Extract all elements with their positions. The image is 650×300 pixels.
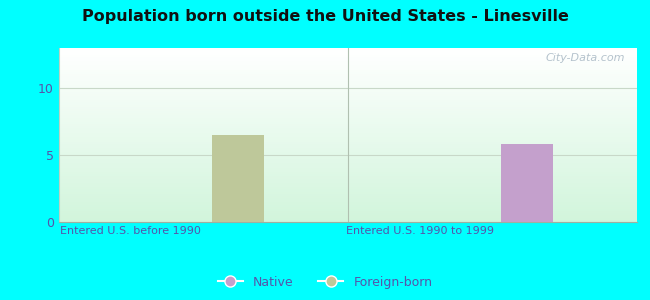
Bar xyxy=(58,76,637,78)
Bar xyxy=(58,159,637,161)
Bar xyxy=(58,63,637,65)
Bar xyxy=(58,50,637,52)
Bar xyxy=(58,200,637,202)
Bar xyxy=(58,81,637,83)
Bar xyxy=(58,126,637,128)
Bar xyxy=(58,102,637,105)
Bar xyxy=(58,183,637,185)
Bar xyxy=(58,142,637,144)
Bar xyxy=(58,78,637,81)
Bar xyxy=(58,94,637,96)
Bar xyxy=(58,104,637,107)
Bar xyxy=(58,122,637,124)
Bar xyxy=(58,220,637,222)
Bar xyxy=(58,74,637,76)
Bar xyxy=(58,213,637,215)
Text: Population born outside the United States - Linesville: Population born outside the United State… xyxy=(81,9,569,24)
Bar xyxy=(58,170,637,172)
Bar xyxy=(58,128,637,130)
Bar xyxy=(58,154,637,157)
Bar xyxy=(58,111,637,113)
Bar xyxy=(58,166,637,168)
Bar xyxy=(58,135,637,137)
Bar xyxy=(58,61,637,63)
Bar xyxy=(58,89,637,92)
Bar xyxy=(58,185,637,187)
Legend: Native, Foreign-born: Native, Foreign-born xyxy=(213,271,437,294)
Bar xyxy=(58,83,637,85)
Bar xyxy=(58,137,637,139)
Bar xyxy=(58,113,637,116)
Bar xyxy=(58,109,637,111)
Bar xyxy=(58,144,637,146)
Bar xyxy=(58,116,637,118)
Bar xyxy=(501,144,553,222)
Bar xyxy=(58,194,637,196)
Bar xyxy=(58,98,637,100)
Bar xyxy=(58,100,637,102)
Bar xyxy=(58,178,637,181)
Bar xyxy=(58,65,637,68)
Bar xyxy=(58,59,637,61)
Bar xyxy=(58,196,637,198)
Bar xyxy=(58,218,637,220)
Bar xyxy=(58,118,637,120)
Bar xyxy=(58,148,637,150)
Bar xyxy=(58,124,637,126)
Bar xyxy=(58,72,637,74)
Bar xyxy=(58,52,637,55)
Bar xyxy=(58,96,637,98)
Bar xyxy=(58,130,637,133)
Bar xyxy=(212,135,264,222)
Bar xyxy=(58,87,637,89)
Bar xyxy=(58,168,637,170)
Bar xyxy=(58,120,637,122)
Bar xyxy=(58,209,637,211)
Bar xyxy=(58,161,637,163)
Bar xyxy=(58,152,637,154)
Bar xyxy=(58,85,637,87)
Bar xyxy=(58,198,637,200)
Bar xyxy=(58,189,637,191)
Bar xyxy=(58,55,637,57)
Bar xyxy=(58,172,637,174)
Bar xyxy=(58,202,637,205)
Bar xyxy=(58,150,637,152)
Text: City-Data.com: City-Data.com xyxy=(546,53,625,63)
Bar xyxy=(58,215,637,218)
Bar xyxy=(58,57,637,59)
Bar xyxy=(58,48,637,50)
Bar xyxy=(58,191,637,194)
Bar xyxy=(58,70,637,72)
Bar xyxy=(58,176,637,178)
Bar xyxy=(58,92,637,94)
Bar xyxy=(58,187,637,189)
Bar xyxy=(58,133,637,135)
Bar xyxy=(58,174,637,176)
Bar xyxy=(58,211,637,213)
Bar xyxy=(58,139,637,142)
Bar xyxy=(58,163,637,165)
Bar xyxy=(58,181,637,183)
Bar xyxy=(58,107,637,109)
Bar xyxy=(58,157,637,159)
Bar xyxy=(58,68,637,70)
Bar xyxy=(58,207,637,209)
Bar xyxy=(58,146,637,148)
Bar xyxy=(58,205,637,207)
